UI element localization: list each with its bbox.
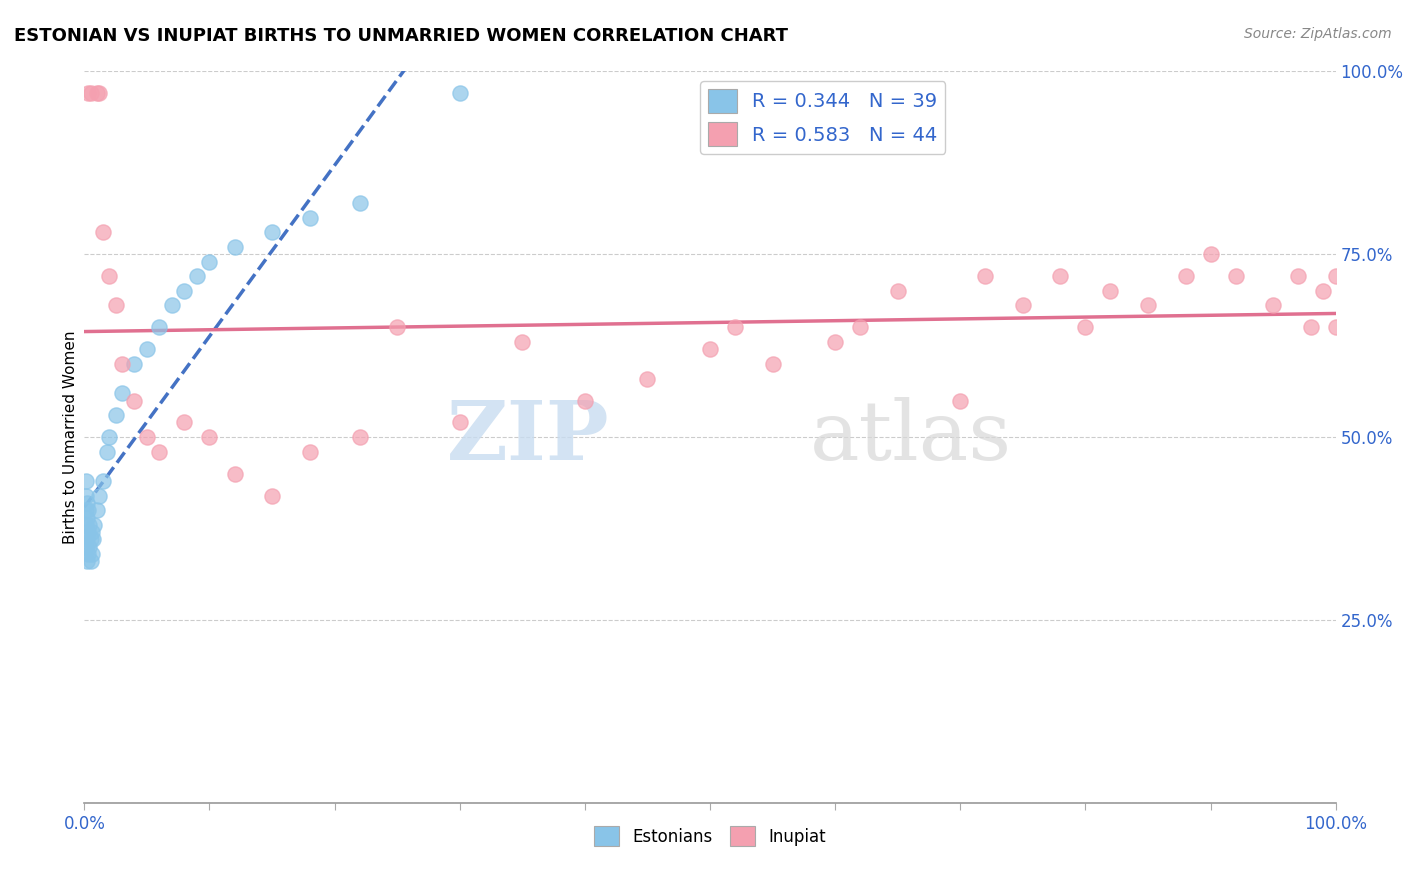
Point: [75, 489, 97, 503]
Point: [86, 87, 108, 101]
Point: [76, 496, 98, 510]
Point: [111, 386, 134, 401]
Point: [104, 408, 127, 422]
Point: [91, 474, 114, 488]
Point: [449, 416, 471, 430]
Point: [75, 540, 97, 554]
Point: [298, 444, 321, 458]
Point: [98, 430, 121, 444]
Point: [98, 269, 121, 284]
Point: [173, 416, 195, 430]
Point: [1286, 269, 1309, 284]
Point: [1136, 298, 1159, 312]
Point: [262, 489, 284, 503]
Y-axis label: Births to Unmarried Women: Births to Unmarried Women: [63, 330, 77, 544]
Point: [198, 254, 221, 268]
Point: [77, 503, 100, 517]
Point: [349, 430, 371, 444]
Point: [762, 357, 785, 371]
Point: [849, 320, 872, 334]
Point: [148, 444, 170, 458]
Point: [76, 510, 98, 524]
Text: atlas: atlas: [810, 397, 1012, 477]
Point: [574, 393, 596, 408]
Point: [79, 540, 101, 554]
Point: [75, 474, 97, 488]
Point: [82, 533, 104, 547]
Point: [298, 211, 321, 225]
Point: [83, 517, 105, 532]
Point: [80, 525, 103, 540]
Point: [91, 225, 114, 239]
Point: [77, 87, 100, 101]
Point: [449, 87, 471, 101]
Point: [224, 467, 246, 481]
Point: [136, 430, 159, 444]
Point: [512, 334, 534, 349]
Point: [1225, 269, 1247, 284]
Point: [77, 525, 100, 540]
Point: [111, 357, 134, 371]
Point: [637, 371, 659, 385]
Point: [79, 87, 101, 101]
Point: [887, 284, 910, 298]
Point: [136, 343, 159, 357]
Point: [1299, 320, 1322, 334]
Point: [79, 554, 101, 568]
Point: [1199, 247, 1222, 261]
Point: [89, 489, 111, 503]
Point: [79, 533, 101, 547]
Point: [75, 517, 97, 532]
Point: [104, 298, 127, 312]
Point: [89, 87, 111, 101]
Point: [124, 357, 146, 371]
Point: [699, 343, 721, 357]
Point: [198, 430, 221, 444]
Point: [974, 269, 997, 284]
Point: [173, 284, 195, 298]
Point: [186, 269, 208, 284]
Point: [86, 503, 108, 517]
Point: [1174, 269, 1197, 284]
Text: Source: ZipAtlas.com: Source: ZipAtlas.com: [1244, 27, 1392, 41]
Point: [1324, 320, 1347, 334]
Point: [349, 196, 371, 211]
Point: [824, 334, 846, 349]
Point: [124, 393, 146, 408]
Point: [224, 240, 246, 254]
Point: [949, 393, 972, 408]
Point: [160, 298, 183, 312]
Point: [724, 320, 747, 334]
Point: [76, 554, 98, 568]
Point: [262, 225, 284, 239]
Point: [148, 320, 170, 334]
Text: ZIP: ZIP: [447, 397, 610, 477]
Point: [96, 444, 118, 458]
Point: [80, 547, 103, 561]
Point: [1324, 269, 1347, 284]
Point: [1012, 298, 1035, 312]
Legend: Estonians, Inupiat: Estonians, Inupiat: [588, 820, 832, 853]
Point: [1074, 320, 1097, 334]
Point: [75, 503, 97, 517]
Point: [79, 517, 101, 532]
Point: [77, 547, 100, 561]
Point: [385, 320, 409, 334]
Text: ESTONIAN VS INUPIAT BIRTHS TO UNMARRIED WOMEN CORRELATION CHART: ESTONIAN VS INUPIAT BIRTHS TO UNMARRIED …: [14, 27, 787, 45]
Point: [1099, 284, 1122, 298]
Point: [1263, 298, 1285, 312]
Point: [1049, 269, 1071, 284]
Point: [76, 533, 98, 547]
Point: [1312, 284, 1334, 298]
